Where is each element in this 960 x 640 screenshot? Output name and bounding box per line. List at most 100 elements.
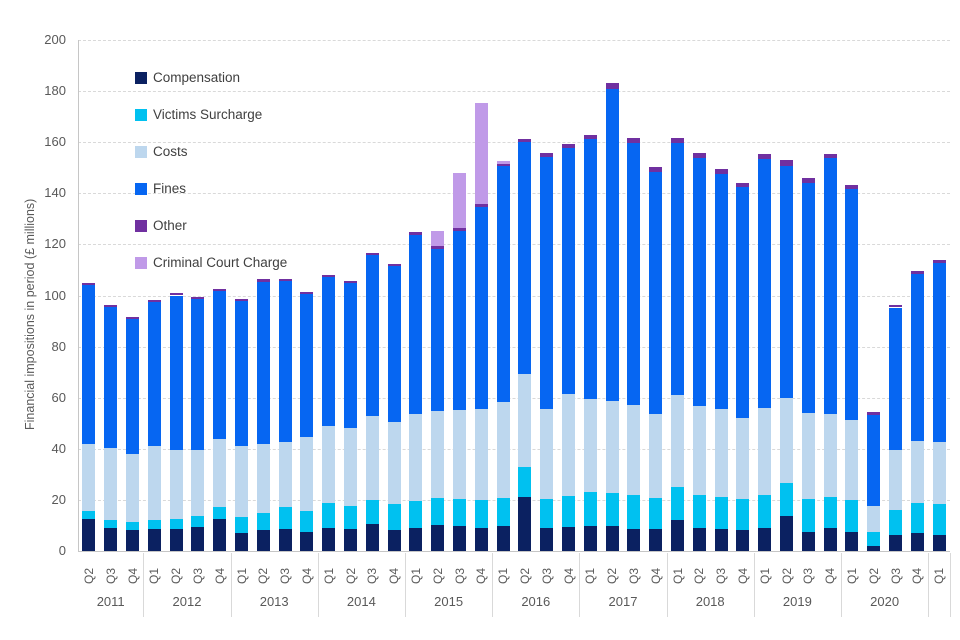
bar-segment-costs-Q1-2016 <box>496 401 510 499</box>
bar-segment-compensation-Q4-2013 <box>300 531 314 551</box>
bar-segment-fines-Q2-2018 <box>692 158 706 406</box>
bar-segment-other-Q3-2014 <box>365 252 379 256</box>
bar-segment-compensation-Q2-2017 <box>605 526 619 551</box>
bar-segment-costs-Q4-2020 <box>910 441 924 504</box>
year-separator <box>950 553 951 617</box>
costs-swatch <box>135 145 147 158</box>
legend-label: Fines <box>153 181 187 196</box>
year-separator <box>753 553 755 617</box>
bar-segment-other-Q1-2015 <box>409 232 423 235</box>
x-quarter-label: Q4 <box>648 567 663 584</box>
bar-segment-compensation-Q2-2019 <box>780 515 793 551</box>
bar-segment-victims-surcharge-Q4-2012 <box>213 507 227 520</box>
bar-segment-other-Q3-2011 <box>104 304 118 307</box>
bar-segment-fines-Q2-2011 <box>82 285 96 444</box>
x-quarter-label: Q1 <box>147 567 162 584</box>
gridline-140 <box>78 193 950 195</box>
bar-segment-victims-surcharge-Q1-2013 <box>235 517 248 533</box>
bar-segment-fines-Q3-2011 <box>104 306 118 448</box>
bar-segment-victims-surcharge-Q2-2014 <box>344 506 357 530</box>
bar-segment-fines-Q1-2019 <box>758 159 772 409</box>
bar-segment-fines-Q1-2016 <box>496 165 510 402</box>
bar-segment-victims-surcharge-Q1-2012 <box>147 520 161 530</box>
bar-segment-compensation-Q1-2015 <box>409 528 423 551</box>
x-quarter-label: Q2 <box>81 567 96 584</box>
year-separator <box>841 553 842 617</box>
bar-segment-costs-Q2-2020 <box>867 505 881 533</box>
bar-segment-costs-Q4-2014 <box>387 422 401 504</box>
bar-segment-costs-Q2-2019 <box>780 397 793 483</box>
bar-segment-compensation-Q3-2014 <box>365 524 379 551</box>
x-quarter-label: Q1 <box>844 567 859 584</box>
bar-segment-fines-Q3-2018 <box>714 173 728 410</box>
bar-segment-victims-surcharge-Q1-2016 <box>496 498 510 526</box>
bar-segment-costs-Q4-2019 <box>823 413 837 498</box>
y-tick-label: 180 <box>44 83 66 99</box>
legend-item-criminal-court-charge: Criminal Court Charge <box>135 255 287 270</box>
bar-segment-victims-surcharge-Q4-2020 <box>910 503 924 534</box>
x-quarter-label: Q4 <box>561 567 576 584</box>
bar-segment-other-Q1-2020 <box>845 184 859 190</box>
x-quarter-label: Q1 <box>321 567 336 584</box>
bar-segment-costs-Q1-2019 <box>758 408 772 495</box>
bar-segment-other-Q2-2012 <box>169 293 183 296</box>
bar-segment-fines-Q3-2015 <box>453 230 466 410</box>
bar-segment-fines-Q1-2018 <box>671 143 684 396</box>
x-quarter-label: Q2 <box>866 567 881 584</box>
bar-segment-costs-Q1-2017 <box>583 398 597 492</box>
bar-segment-fines-Q2-2020 <box>867 414 881 506</box>
bar-segment-other-Q1-2013 <box>235 298 248 302</box>
x-quarter-label: Q4 <box>474 567 489 584</box>
bar-segment-victims-surcharge-Q4-2011 <box>126 522 139 531</box>
bar-segment-costs-Q4-2013 <box>300 437 314 511</box>
bar-segment-victims-surcharge-Q3-2012 <box>191 515 205 527</box>
legend-label: Compensation <box>153 70 241 85</box>
bar-segment-compensation-Q1-2017 <box>583 525 597 551</box>
bar-segment-victims-surcharge-Q3-2017 <box>627 494 641 529</box>
y-tick-label: 80 <box>51 338 66 354</box>
y-tick-label: 0 <box>58 543 66 558</box>
bar-segment-compensation-Q4-2016 <box>562 526 575 551</box>
bar-segment-costs-Q2-2012 <box>169 450 183 520</box>
x-quarter-label: Q1 <box>583 567 598 584</box>
x-year-label: 2018 <box>695 594 725 609</box>
bar-segment-other-Q1-next <box>932 260 946 264</box>
bar-segment-other-Q4-2017 <box>649 167 663 173</box>
bar-segment-compensation-Q3-2011 <box>104 528 118 551</box>
x-quarter-label: Q4 <box>387 567 402 584</box>
victims-surcharge-swatch <box>135 108 147 121</box>
bar-segment-costs-Q4-2016 <box>562 393 575 497</box>
bar-segment-compensation-Q1-2013 <box>235 532 248 551</box>
bar-segment-compensation-Q4-2012 <box>213 519 227 551</box>
bar-segment-other-Q2-2020 <box>867 412 881 415</box>
x-quarter-label: Q2 <box>692 567 707 584</box>
bar-segment-fines-Q2-2012 <box>169 295 183 451</box>
bar-segment-costs-Q1-2013 <box>235 446 248 518</box>
bar-segment-costs-Q2-2016 <box>518 373 532 467</box>
x-year-label: 2012 <box>172 594 202 609</box>
bar-segment-compensation-Q1-2018 <box>671 520 684 551</box>
bar-segment-victims-surcharge-Q3-2013 <box>278 507 292 529</box>
bar-segment-compensation-Q4-2018 <box>736 529 750 551</box>
legend-label: Criminal Court Charge <box>153 255 288 270</box>
bar-segment-costs-Q4-2015 <box>474 409 488 500</box>
x-year-label: 2015 <box>434 594 464 609</box>
bar-segment-other-Q4-2014 <box>387 263 401 267</box>
x-year-label: 2020 <box>870 594 900 609</box>
bar-segment-fines-Q1-2017 <box>583 138 597 399</box>
bar-segment-compensation-Q4-2017 <box>649 528 663 551</box>
bar-segment-other-Q4-2012 <box>213 288 227 292</box>
x-quarter-label: Q3 <box>452 567 467 584</box>
x-quarter-label: Q4 <box>212 567 227 584</box>
bar-segment-other-Q4-2019 <box>823 153 837 159</box>
x-quarter-label: Q1 <box>757 567 772 584</box>
bar-segment-other-Q3-2013 <box>278 278 292 281</box>
bar-segment-other-Q2-2017 <box>605 82 619 90</box>
x-year-label: 2019 <box>782 594 812 609</box>
bar-segment-victims-surcharge-Q3-2015 <box>453 498 466 526</box>
x-quarter-label: Q1 <box>496 567 511 584</box>
bar-segment-criminal-court-charge-Q4-2015 <box>474 102 488 204</box>
bar-segment-criminal-court-charge-Q3-2015 <box>453 172 466 229</box>
bar-segment-costs-Q4-2017 <box>649 413 663 498</box>
bar-segment-costs-Q2-2015 <box>431 410 445 499</box>
